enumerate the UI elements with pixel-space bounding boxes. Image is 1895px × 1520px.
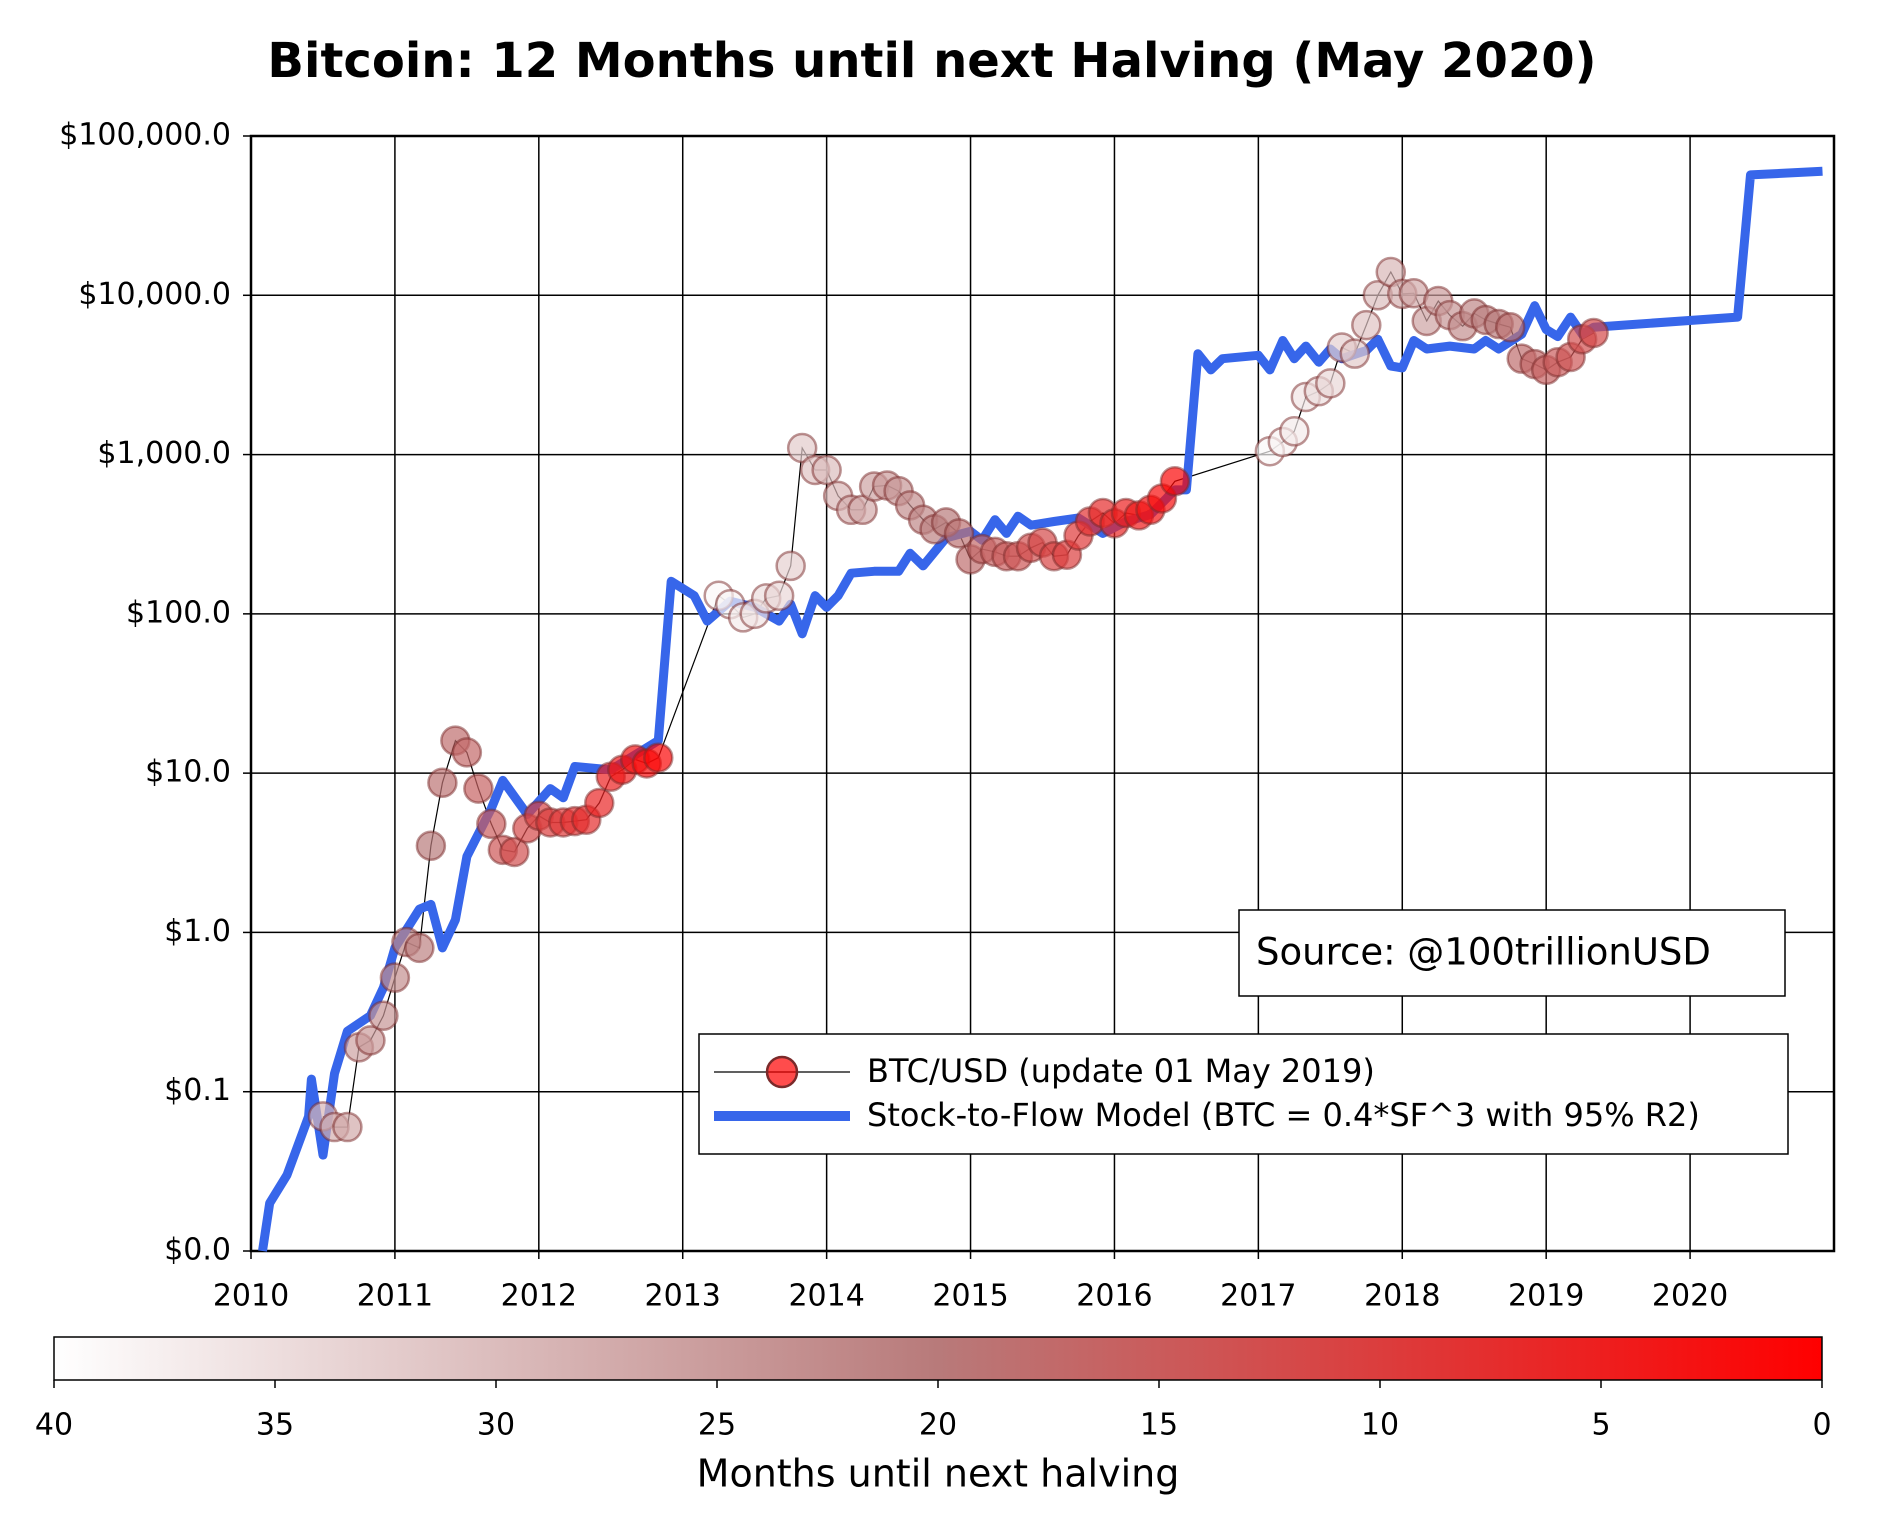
colorbar-label: Months until next halving [697, 1452, 1180, 1496]
colorbar-tick-label: 0 [1812, 1408, 1831, 1443]
price-point [1279, 416, 1310, 447]
price-point [415, 830, 447, 862]
x-tick-label: 2014 [788, 1279, 864, 1314]
price-point [643, 742, 674, 773]
x-tick-label: 2018 [1364, 1279, 1440, 1314]
colorbar-tick-label: 40 [35, 1408, 73, 1443]
y-tick-label: $100.0 [126, 595, 231, 630]
price-point [763, 580, 795, 611]
price-point [775, 550, 806, 582]
colorbar-tick-label: 10 [1361, 1408, 1399, 1443]
x-tick-label: 2015 [932, 1279, 1008, 1314]
y-tick-label: $1.0 [164, 914, 231, 949]
price-point [355, 1025, 386, 1056]
y-tick-label: $0.0 [164, 1233, 231, 1268]
colorbar-tick-label: 30 [477, 1408, 515, 1443]
price-point [1159, 466, 1191, 497]
price-point [463, 773, 494, 804]
x-tick-label: 2013 [645, 1279, 721, 1314]
price-point [332, 1111, 363, 1143]
x-tick-label: 2020 [1652, 1279, 1728, 1314]
price-point [368, 1000, 399, 1031]
price-point [1315, 368, 1346, 399]
y-tick-label: $100,000.0 [59, 118, 231, 153]
price-point [499, 836, 530, 868]
chart-title: Bitcoin: 12 Months until next Halving (M… [267, 33, 1596, 89]
price-point [404, 932, 435, 964]
price-point [1494, 311, 1526, 343]
annotation: Source: @100trillionUSD [1256, 931, 1711, 974]
price-line [322, 270, 1594, 1128]
colorbar [53, 1336, 1823, 1381]
price-point [476, 808, 507, 840]
colorbar-tick-label: 25 [698, 1408, 736, 1443]
price-point [427, 767, 458, 799]
price-point [943, 518, 975, 549]
y-tick-label: $0.1 [164, 1073, 231, 1108]
legend-marker [765, 1055, 799, 1089]
y-tick-label: $10.0 [145, 755, 231, 790]
x-tick-label: 2011 [357, 1279, 433, 1314]
y-tick-label: $1,000.0 [97, 436, 231, 471]
colorbar-tick-label: 5 [1591, 1408, 1610, 1443]
price-point [1578, 317, 1609, 349]
annotation-box [1238, 909, 1786, 997]
price-point [1339, 338, 1371, 369]
x-tick-label: 2019 [1508, 1279, 1584, 1314]
plot-frame [249, 134, 1836, 1253]
price-point [1351, 309, 1382, 341]
legend-label: Stock-to-Flow Model (BTC = 0.4*SF^3 with… [867, 1096, 1700, 1134]
x-tick-label: 2012 [501, 1279, 577, 1314]
x-tick-label: 2016 [1076, 1279, 1152, 1314]
legend-label: BTC/USD (update 01 May 2019) [867, 1052, 1375, 1090]
x-tick-label: 2017 [1220, 1279, 1296, 1314]
price-point [584, 787, 615, 819]
y-tick-label: $10,000.0 [78, 277, 231, 312]
price-point [811, 454, 842, 486]
x-tick-label: 2010 [213, 1279, 289, 1314]
colorbar-tick-label: 20 [919, 1408, 957, 1443]
price-point [379, 962, 411, 993]
legend-box [698, 1033, 1789, 1155]
price-point [451, 737, 483, 768]
colorbar-tick-label: 15 [1140, 1408, 1178, 1443]
colorbar-tick-label: 35 [256, 1408, 294, 1443]
